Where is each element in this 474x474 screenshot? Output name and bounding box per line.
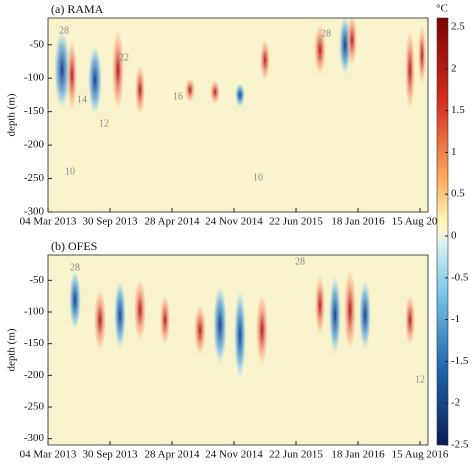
colorbar-tick-label: -0.5: [451, 271, 469, 283]
contour-label: 28: [59, 25, 69, 36]
y-tick-label: -300: [24, 432, 45, 444]
y-tick-label: -300: [24, 206, 45, 218]
y-tick-label: -150: [24, 337, 45, 349]
anomaly-blob: [134, 280, 146, 340]
panels: (a) RAMA depth (m) -50 -100 -150 -200 -250 -300…: [6, 2, 449, 461]
y-tick-label: -50: [29, 38, 44, 50]
anomaly-blob: [135, 65, 145, 115]
y-tick-label: -150: [24, 105, 45, 117]
y-tick-label: -250: [24, 401, 45, 413]
contour-label: 14: [77, 94, 87, 105]
plot-frame: [47, 17, 429, 213]
y-axis-label: depth (m): [6, 328, 18, 371]
x-tick-label: 04 Mar 2013: [20, 449, 77, 461]
colorbar-tick-label: 1: [451, 146, 457, 158]
x-tick-label: 28 Apr 2014: [145, 216, 201, 228]
x-tick-label: 30 Sep 2013: [83, 449, 139, 461]
anomaly-blob: [359, 280, 371, 350]
anomaly-blob: [344, 270, 356, 350]
contour-label: 12: [99, 118, 109, 129]
y-tick-label: -100: [24, 72, 45, 84]
panel-title: (b) OFES: [51, 239, 97, 253]
anomaly-blob: [67, 40, 77, 110]
contour-label: 28: [321, 28, 331, 39]
anomaly-blob: [314, 25, 326, 75]
anomaly-blob: [94, 290, 106, 350]
colorbar-label: °C: [436, 3, 448, 15]
colorbar-tick-label: -1.5: [451, 355, 469, 367]
x-tick-label: 24 Nov 2014: [205, 449, 263, 461]
contour-label: 10: [65, 166, 75, 177]
contour-label: 28: [295, 256, 305, 267]
x-tick-label: 04 Mar 2013: [20, 216, 77, 228]
contour-label: 12: [415, 374, 425, 385]
anomaly-blob: [260, 40, 270, 80]
colorbar-tick-label: -1: [451, 313, 460, 325]
anomaly-blob: [405, 30, 415, 110]
anomaly-blob: [210, 80, 220, 104]
x-tick-label: 15 Aug 2016: [392, 449, 449, 461]
anomaly-blob: [329, 275, 341, 355]
y-tick-label: -100: [24, 306, 45, 318]
anomaly-blob: [405, 295, 415, 345]
anomaly-blob: [418, 25, 426, 85]
anomaly-blob: [69, 270, 81, 330]
panel-title: (a) RAMA: [51, 2, 104, 16]
x-tick-label: 22 Jun 2015: [269, 216, 323, 228]
x-tick-label: 18 Jan 2016: [331, 449, 385, 461]
contour-label: 10: [253, 172, 263, 183]
anomaly-blob: [114, 280, 126, 350]
anomaly-blob: [315, 275, 325, 335]
colorbar-tick-label: 0.5: [451, 188, 465, 200]
colorbar-tick-label: 0: [451, 230, 457, 242]
anomaly-blob: [160, 295, 170, 345]
x-tick-label: 15 Aug 2016: [392, 216, 449, 228]
contour-label: 22: [119, 52, 129, 63]
plot-frame: [47, 254, 429, 446]
contour-label: 28: [70, 262, 80, 273]
anomaly-blob: [185, 78, 195, 102]
colorbar: [436, 17, 449, 446]
anomaly-blob: [88, 45, 102, 115]
colorbar-tick-label: 1.5: [451, 104, 465, 116]
y-axis-label: depth (m): [6, 93, 18, 136]
y-tick-label: -50: [29, 274, 44, 286]
x-tick-label: 24 Nov 2014: [205, 216, 263, 228]
y-tick-label: -250: [24, 172, 45, 184]
panel: (a) RAMA depth (m) -50 -100 -150 -200 -250 -300…: [6, 2, 449, 228]
anomaly-blob: [234, 290, 246, 380]
colorbar-tick-label: -2: [451, 397, 460, 409]
anomaly-pattern: [54, 18, 426, 115]
colorbar-tick-label: 2: [451, 62, 457, 74]
anomaly-blob: [347, 18, 357, 65]
plot-background: [48, 18, 428, 212]
x-tick-label: 18 Jan 2016: [331, 216, 385, 228]
panel: (b) OFES depth (m) -50 -100 -150 -200 -250 -300…: [6, 239, 449, 461]
anomaly-pattern: [69, 270, 415, 380]
y-tick-label: -200: [24, 139, 45, 151]
x-tick-label: 30 Sep 2013: [83, 216, 139, 228]
anomaly-blob: [235, 83, 245, 107]
x-tick-label: 28 Apr 2014: [145, 449, 201, 461]
contour-label: 16: [173, 91, 183, 102]
colorbar-tick-label: 2.5: [451, 21, 465, 33]
anomaly-blob: [54, 30, 70, 110]
anomaly-blob: [213, 285, 227, 365]
y-tick-label: -200: [24, 369, 45, 381]
anomaly-blob: [194, 305, 206, 355]
colorbar-tick-label: -2.5: [451, 439, 469, 451]
anomaly-blob: [256, 295, 268, 365]
anomaly-blob: [112, 30, 124, 110]
x-tick-label: 22 Jun 2015: [269, 449, 323, 461]
